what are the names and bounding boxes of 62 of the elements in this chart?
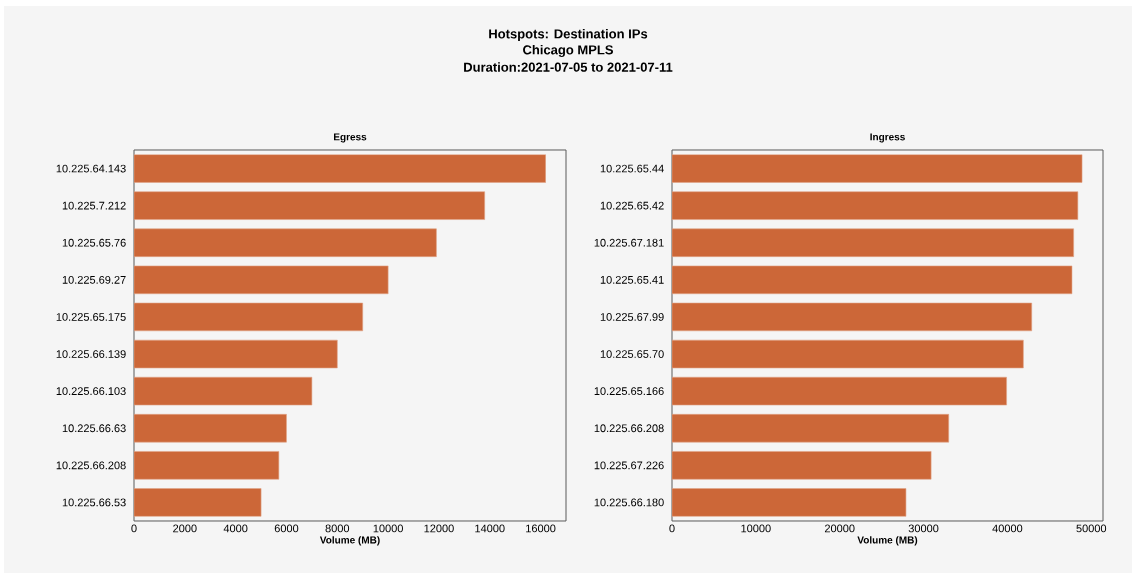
y-tick-label: 10.225.7.212 bbox=[62, 201, 126, 210]
y-tick-label: 10.225.65.44 bbox=[600, 164, 664, 173]
chart-title: Egress bbox=[334, 133, 367, 143]
y-tick-label: 10.225.66.208 bbox=[594, 424, 664, 433]
x-tick-label: 4000 bbox=[223, 524, 248, 533]
y-tick-label: 10.225.66.139 bbox=[56, 350, 126, 358]
x-tick-label: 30000 bbox=[908, 524, 939, 533]
y-tick-label: 10.225.66.53 bbox=[62, 498, 126, 507]
x-tick-label: 2000 bbox=[173, 524, 197, 533]
bar bbox=[134, 228, 437, 257]
y-tick-label: 10.225.65.41 bbox=[600, 275, 664, 284]
bar bbox=[672, 302, 1033, 332]
bar bbox=[672, 228, 1074, 257]
bar bbox=[134, 302, 364, 332]
x-tick-label: 50000 bbox=[1076, 524, 1107, 533]
x-axis-title: Volume (MB) bbox=[857, 536, 918, 546]
y-tick-label: 10.225.67.226 bbox=[594, 461, 664, 470]
x-tick-label: 20000 bbox=[824, 524, 855, 533]
bar bbox=[672, 376, 1007, 406]
x-tick-label: 0 bbox=[131, 524, 137, 533]
bar bbox=[672, 154, 1083, 183]
x-tick-label: 0 bbox=[669, 524, 675, 533]
y-tick-label: 10.225.66.180 bbox=[594, 498, 664, 507]
text: Hotspots: Destination IPs bbox=[489, 28, 648, 42]
bar bbox=[672, 191, 1079, 220]
x-tick-label: 10000 bbox=[373, 524, 403, 533]
y-tick-label: 10.225.66.63 bbox=[62, 424, 126, 433]
y-tick-label: 10.225.65.42 bbox=[600, 201, 664, 210]
y-tick-label: 10.225.66.208 bbox=[56, 461, 126, 470]
y-tick-label: 10.225.66.103 bbox=[56, 387, 126, 396]
y-tick-label: 10.225.65.70 bbox=[600, 350, 664, 358]
text: Chicago MPLS bbox=[523, 44, 613, 58]
bar bbox=[134, 414, 287, 443]
bar bbox=[134, 154, 546, 183]
text: Duration:2021-07-05 to 2021-07-11 bbox=[464, 62, 673, 72]
x-tick-label: 10000 bbox=[741, 524, 771, 533]
bar bbox=[672, 265, 1073, 295]
bar bbox=[672, 339, 1024, 369]
bar bbox=[134, 339, 338, 369]
x-tick-label: 12000 bbox=[424, 524, 454, 533]
bar bbox=[672, 414, 950, 443]
y-tick-label: 10.225.65.76 bbox=[62, 238, 126, 247]
y-tick-label: 10.225.67.181 bbox=[594, 238, 664, 247]
bar bbox=[134, 451, 280, 480]
y-tick-label: 10.225.64.143 bbox=[56, 164, 126, 173]
x-tick-label: 14000 bbox=[475, 524, 505, 533]
bar bbox=[134, 376, 313, 406]
x-tick-label: 40000 bbox=[992, 524, 1023, 533]
bar bbox=[134, 488, 262, 517]
bar bbox=[672, 451, 932, 480]
bar bbox=[672, 488, 907, 517]
y-tick-label: 10.225.65.166 bbox=[594, 387, 664, 396]
chart-title: Ingress bbox=[870, 133, 905, 143]
x-tick-label: 8000 bbox=[325, 524, 350, 533]
y-tick-label: 10.225.67.99 bbox=[600, 313, 664, 321]
x-axis-title: Volume (MB) bbox=[319, 536, 380, 546]
y-tick-label: 10.225.69.27 bbox=[62, 275, 126, 284]
x-tick-label: 6000 bbox=[274, 524, 299, 533]
bar bbox=[134, 191, 485, 220]
y-tick-label: 10.225.65.175 bbox=[56, 313, 126, 321]
bar bbox=[134, 265, 389, 295]
x-tick-label: 16000 bbox=[526, 524, 556, 533]
